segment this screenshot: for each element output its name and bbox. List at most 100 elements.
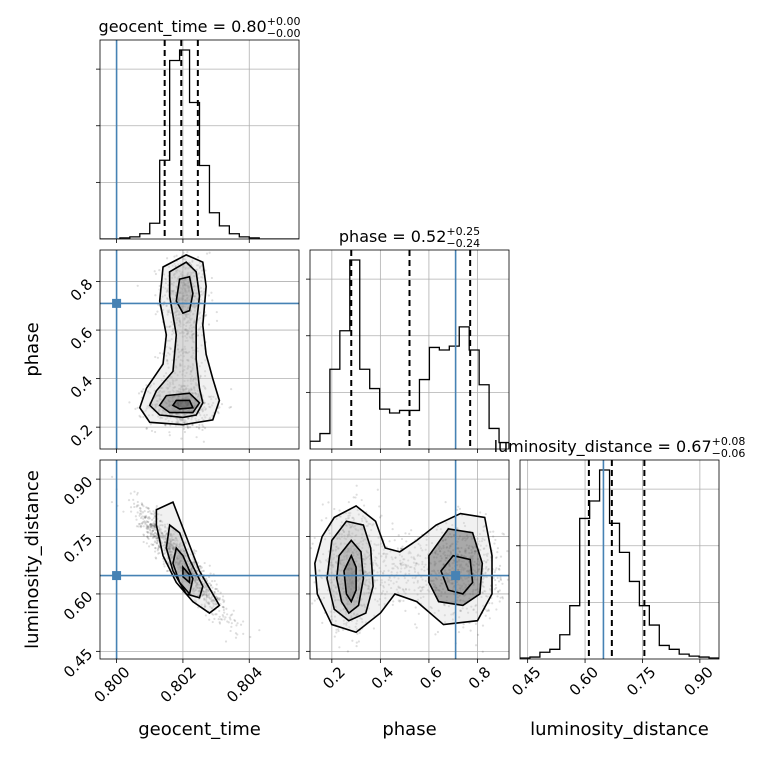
sample-point [171, 395, 174, 398]
sample-point [145, 427, 148, 430]
sample-point [318, 559, 321, 562]
sample-point [180, 297, 183, 301]
sample-point [174, 530, 177, 533]
sample-point [346, 582, 349, 585]
sample-point [173, 562, 176, 566]
sample-point [162, 303, 165, 307]
sample-point [199, 298, 202, 301]
sample-point [357, 529, 360, 532]
sample-point [355, 528, 358, 531]
sample-point [156, 549, 159, 552]
sample-point [177, 403, 180, 406]
sample-point [351, 551, 354, 555]
sample-point [170, 546, 173, 549]
sample-point [176, 374, 179, 377]
sample-point [203, 597, 206, 601]
sample-point [181, 296, 184, 300]
sample-point [357, 513, 360, 516]
sample-point [171, 547, 174, 550]
sample-point [163, 543, 166, 546]
sample-point [218, 596, 221, 600]
sample-point [187, 560, 190, 563]
sample-point [178, 270, 181, 273]
sample-point [166, 557, 169, 560]
sample-point [193, 275, 196, 278]
sample-point [366, 587, 369, 591]
sample-point [189, 563, 192, 566]
sample-point [496, 551, 499, 554]
sample-point [363, 570, 366, 573]
sample-point [175, 543, 179, 546]
sample-point [172, 538, 175, 541]
sample-point [180, 402, 183, 405]
sample-point [187, 409, 190, 412]
sample-point [347, 567, 350, 570]
sample-point [135, 505, 138, 508]
sample-point [175, 378, 178, 381]
sample-point [207, 402, 210, 406]
sample-point [201, 428, 204, 432]
contour-line [165, 523, 204, 599]
sample-point [178, 317, 181, 320]
sample-point [475, 604, 478, 607]
sample-point [158, 526, 161, 529]
sample-point [335, 628, 338, 631]
sample-point [337, 576, 341, 580]
sample-point [187, 330, 190, 333]
sample-point [148, 406, 151, 409]
sample-point [158, 284, 161, 288]
sample-point [142, 517, 145, 520]
sample-point [177, 563, 180, 566]
sample-point [133, 490, 136, 493]
sample-point [351, 523, 354, 526]
sample-point [197, 583, 200, 587]
sample-point [171, 547, 175, 550]
sample-point [214, 603, 217, 606]
sample-point [180, 559, 183, 562]
sample-point [153, 527, 156, 531]
sample-point [332, 553, 336, 556]
sample-point [140, 510, 143, 513]
sample-point [205, 587, 209, 591]
sample-point [178, 543, 181, 546]
sample-point [200, 408, 203, 411]
sample-point [178, 319, 181, 322]
sample-point [221, 613, 224, 617]
sample-point [187, 395, 190, 398]
sample-point [171, 276, 174, 280]
sample-point [341, 566, 344, 569]
sample-point [200, 279, 203, 283]
sample-point [359, 569, 362, 572]
sample-point [345, 554, 348, 557]
sample-point [196, 583, 199, 587]
sample-point [186, 333, 189, 336]
sample-point [215, 310, 218, 314]
sample-point [228, 406, 231, 409]
sample-point [198, 423, 201, 427]
sample-point [345, 555, 349, 558]
sample-point [159, 415, 162, 418]
sample-point [169, 543, 172, 546]
sample-point [193, 295, 196, 298]
sample-point [190, 418, 193, 421]
sample-point [158, 527, 161, 531]
sample-point [189, 387, 193, 390]
sample-point [366, 555, 370, 558]
sample-point [178, 384, 181, 387]
sample-point [341, 582, 345, 585]
sample-point [205, 313, 208, 317]
sample-point [242, 620, 245, 623]
sample-point [170, 536, 174, 539]
sample-point [183, 294, 186, 297]
sample-point [190, 317, 193, 320]
sample-point [207, 575, 211, 579]
sample-point [350, 583, 353, 586]
sample-point [166, 523, 169, 526]
sample-point [351, 580, 354, 583]
sample-point [357, 564, 360, 568]
sample-point [199, 413, 202, 417]
scatter-panel-phase-vs-luminosity-distance: 0.2 0.4 0.6 0.8 [306, 459, 510, 693]
sample-point [191, 356, 194, 359]
sample-point [193, 563, 196, 566]
